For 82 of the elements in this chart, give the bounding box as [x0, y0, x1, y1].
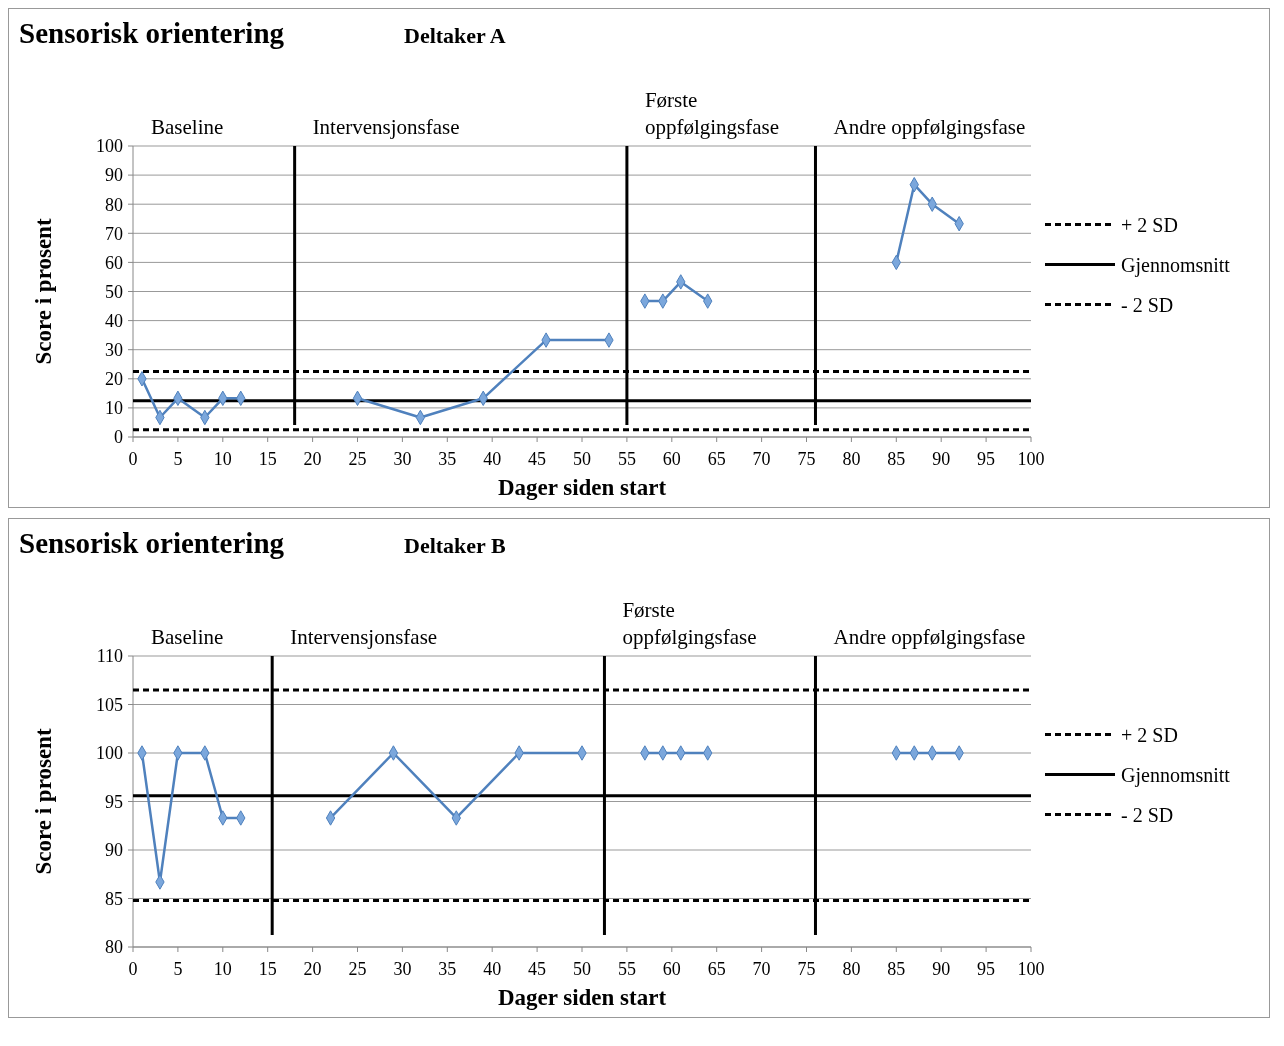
x-tick-label: 0: [128, 449, 138, 469]
x-tick-label: 30: [393, 449, 412, 469]
x-tick-label: 75: [797, 449, 816, 469]
x-tick-label: 50: [573, 449, 591, 469]
x-tick-label: 65: [707, 449, 726, 469]
text: Baseline: [151, 625, 224, 649]
x-tick-label: 100: [1017, 959, 1045, 979]
x-tick-label: 90: [932, 959, 951, 979]
x-tick-label: 70: [752, 449, 771, 469]
y-tick-label: 100: [96, 136, 123, 157]
x-tick-label: 95: [977, 449, 996, 469]
x-tick-label: 55: [617, 959, 636, 979]
x-tick-label: 35: [438, 959, 457, 979]
x-tick-label: 70: [752, 959, 771, 979]
text: Første oppfølgingsfase: [622, 598, 757, 649]
chart-subtitle: Deltaker A: [404, 23, 506, 48]
x-tick-label: 10: [213, 449, 232, 469]
x-tick-label: 5: [173, 959, 183, 979]
text: Intervensjonsfase: [312, 115, 460, 139]
y-tick-label: 40: [105, 310, 123, 331]
text: Intervensjonsfase: [290, 625, 438, 649]
chart-subtitle: Deltaker B: [404, 533, 506, 558]
legend-label: + 2 SD: [1121, 723, 1178, 746]
x-tick-label: 100: [1017, 449, 1045, 469]
y-tick-label: 60: [105, 252, 123, 273]
x-tick-label: 35: [438, 449, 457, 469]
x-tick-label: 95: [977, 959, 996, 979]
x-tick-label: 25: [348, 959, 367, 979]
y-tick-label: 90: [105, 840, 123, 861]
y-tick-label: 70: [105, 223, 123, 244]
x-tick-label: 45: [528, 449, 547, 469]
x-tick-label: 30: [393, 959, 412, 979]
y-tick-label: 110: [96, 646, 123, 667]
chart-title: Sensorisk orientering: [19, 17, 285, 49]
legend-label: Gjennomsnitt: [1121, 253, 1231, 277]
y-tick-label: 80: [105, 937, 123, 958]
legend-label: Gjennomsnitt: [1121, 763, 1231, 787]
text: Baseline: [151, 115, 224, 139]
y-tick-label: 50: [105, 281, 123, 302]
y-tick-label: 95: [105, 791, 123, 812]
y-tick-label: 85: [105, 888, 123, 909]
x-tick-label: 20: [303, 959, 322, 979]
x-axis-title: Dager siden start: [497, 475, 667, 500]
x-tick-label: 65: [707, 959, 726, 979]
x-tick-label: 5: [173, 449, 183, 469]
y-axis-title: Score i prosent: [31, 728, 56, 875]
x-tick-label: 60: [662, 959, 681, 979]
x-tick-label: 50: [573, 959, 591, 979]
y-tick-label: 10: [105, 398, 123, 419]
x-tick-label: 55: [617, 449, 636, 469]
x-tick-label: 45: [528, 959, 547, 979]
legend-label: - 2 SD: [1121, 803, 1174, 826]
x-tick-label: 10: [213, 959, 232, 979]
y-tick-label: 20: [105, 369, 123, 390]
x-tick-label: 40: [483, 959, 502, 979]
y-tick-label: 100: [96, 743, 123, 764]
x-tick-label: 85: [887, 959, 906, 979]
text: Andre oppfølgingsfase: [833, 115, 1026, 139]
y-tick-label: 90: [105, 165, 123, 186]
x-tick-label: 85: [887, 449, 906, 469]
text: Andre oppfølgingsfase: [833, 625, 1026, 649]
x-tick-label: 20: [303, 449, 322, 469]
y-tick-label: 0: [114, 427, 123, 448]
x-tick-label: 15: [258, 449, 277, 469]
x-tick-label: 75: [797, 959, 816, 979]
y-tick-label: 30: [105, 340, 123, 360]
y-axis-title: Score i prosent: [31, 218, 56, 365]
text: Første oppfølgingsfase: [644, 88, 780, 139]
x-tick-label: 0: [128, 959, 138, 979]
x-tick-label: 90: [932, 449, 951, 469]
x-tick-label: 25: [348, 449, 367, 469]
x-tick-label: 40: [483, 449, 502, 469]
x-tick-label: 80: [842, 449, 861, 469]
y-tick-label: 80: [105, 194, 123, 215]
x-tick-label: 15: [258, 959, 277, 979]
x-axis-title: Dager siden start: [497, 985, 667, 1010]
y-tick-label: 105: [96, 694, 123, 715]
x-tick-label: 80: [842, 959, 861, 979]
legend-label: - 2 SD: [1121, 293, 1174, 316]
x-tick-label: 60: [662, 449, 681, 469]
legend-label: + 2 SD: [1121, 213, 1178, 236]
chart-title: Sensorisk orientering: [19, 527, 285, 559]
